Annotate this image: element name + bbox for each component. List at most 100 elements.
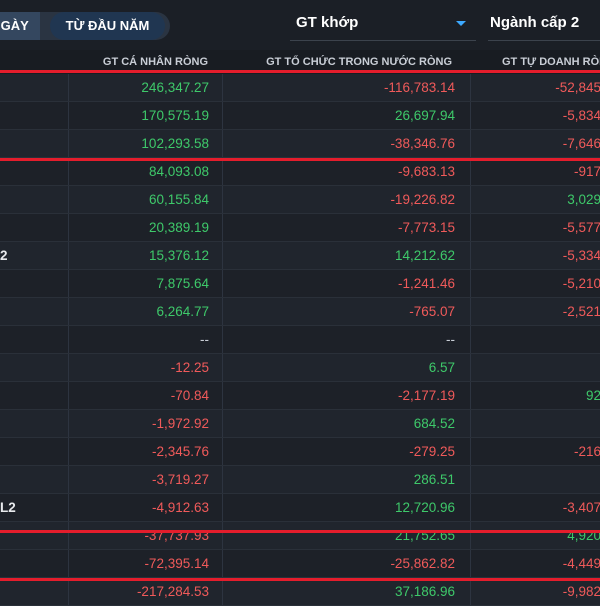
table-row[interactable]: -70.84 -2,177.19 92: [0, 382, 600, 410]
proprietary-net-value: -7,646: [470, 130, 600, 157]
proprietary-net-value: [470, 466, 600, 493]
header-institution[interactable]: GT TỔ CHỨC TRONG NƯỚC RÒNG: [266, 56, 452, 68]
institution-net-value: -19,226.82: [222, 186, 455, 213]
row-label: [0, 270, 60, 297]
period-segmented-control: NGÀY TỪ ĐẦU NĂM: [0, 12, 170, 40]
table-row[interactable]: 60,155.84 -19,226.82 3,029: [0, 186, 600, 214]
proprietary-net-value: -5,334: [470, 242, 600, 269]
proprietary-net-value: [470, 410, 600, 437]
individual-net-value: -2,345.76: [68, 438, 209, 465]
individual-net-value: 170,575.19: [68, 102, 209, 129]
individual-net-value: --: [68, 326, 209, 353]
table-row[interactable]: 246,347.27 -116,783.14 -52,845: [0, 74, 600, 102]
individual-net-value: -3,719.27: [68, 466, 209, 493]
row-label: [0, 578, 60, 605]
individual-net-value: 84,093.08: [68, 158, 209, 185]
institution-net-value: 14,212.62: [222, 242, 455, 269]
row-label: [0, 550, 60, 577]
chevron-down-icon: [456, 21, 466, 26]
row-label: [0, 466, 60, 493]
institution-net-value: -116,783.14: [222, 74, 455, 101]
institution-net-value: 21,752.65: [222, 522, 455, 549]
row-label: [0, 74, 60, 101]
row-label: 2: [0, 248, 8, 263]
institution-net-value: 37,186.96: [222, 578, 455, 605]
row-label: [0, 410, 60, 437]
row-label: [0, 354, 60, 381]
individual-net-value: 15,376.12: [68, 242, 209, 269]
institution-net-value: -765.07: [222, 298, 455, 325]
individual-net-value: -1,972.92: [68, 410, 209, 437]
proprietary-net-value: 92: [470, 382, 600, 409]
institution-net-value: -25,862.82: [222, 550, 455, 577]
table-row[interactable]: 84,093.08 -9,683.13 -917: [0, 158, 600, 186]
table-row[interactable]: -2,345.76 -279.25 -216: [0, 438, 600, 466]
row-label: [0, 130, 60, 157]
proprietary-net-value: 4,920: [470, 522, 600, 549]
proprietary-net-value: -2,521: [470, 298, 600, 325]
table-row[interactable]: -1,972.92 684.52: [0, 410, 600, 438]
proprietary-net-value: -3,407: [470, 494, 600, 521]
row-label: [0, 298, 60, 325]
tab-year-to-date[interactable]: TỪ ĐẦU NĂM: [50, 12, 165, 40]
institution-net-value: 26,697.94: [222, 102, 455, 129]
individual-net-value: 6,264.77: [68, 298, 209, 325]
individual-net-value: 7,875.64: [68, 270, 209, 297]
table-row[interactable]: L2 -4,912.63 12,720.96 -3,407: [0, 494, 600, 522]
value-type-dropdown[interactable]: GT khớp: [290, 6, 476, 41]
table-row[interactable]: -72,395.14 -25,862.82 -4,449: [0, 550, 600, 578]
institution-net-value: -279.25: [222, 438, 455, 465]
institution-net-value: -38,346.76: [222, 130, 455, 157]
institution-net-value: -2,177.19: [222, 382, 455, 409]
highlight-line-lower: [0, 530, 600, 533]
header-proprietary[interactable]: GT TỰ DOANH RÒNG: [502, 56, 600, 68]
proprietary-net-value: -9,982: [470, 578, 600, 605]
proprietary-net-value: -5,210: [470, 270, 600, 297]
row-label: [0, 326, 60, 353]
row-label: [0, 438, 60, 465]
proprietary-net-value: -917: [470, 158, 600, 185]
highlight-line-upper: [0, 158, 600, 161]
institution-net-value: --: [222, 326, 455, 353]
individual-net-value: -37,737.93: [68, 522, 209, 549]
row-label: [0, 158, 60, 185]
table-row[interactable]: -12.25 6.57: [0, 354, 600, 382]
institution-net-value: 286.51: [222, 466, 455, 493]
proprietary-net-value: 3,029: [470, 186, 600, 213]
row-label: [0, 522, 60, 549]
institution-net-value: -1,241.46: [222, 270, 455, 297]
proprietary-net-value: -5,834: [470, 102, 600, 129]
proprietary-net-value: -4,449: [470, 550, 600, 577]
table-row[interactable]: -3,719.27 286.51: [0, 466, 600, 494]
proprietary-net-value: [470, 354, 600, 381]
individual-net-value: 20,389.19: [68, 214, 209, 241]
institution-net-value: 12,720.96: [222, 494, 455, 521]
row-label: [0, 102, 60, 129]
row-label: [0, 382, 60, 409]
table-row[interactable]: 20,389.19 -7,773.15 -5,577: [0, 214, 600, 242]
row-label: L2: [0, 500, 16, 515]
table-row[interactable]: 170,575.19 26,697.94 -5,834: [0, 102, 600, 130]
institution-net-value: -9,683.13: [222, 158, 455, 185]
table-row[interactable]: 7,875.64 -1,241.46 -5,210: [0, 270, 600, 298]
proprietary-net-value: -52,845: [470, 74, 600, 101]
highlight-line-top: [0, 70, 600, 73]
table-row[interactable]: 6,264.77 -765.07 -2,521: [0, 298, 600, 326]
individual-net-value: 102,293.58: [68, 130, 209, 157]
proprietary-net-value: -216: [470, 438, 600, 465]
tab-day[interactable]: NGÀY: [0, 12, 40, 40]
individual-net-value: -72,395.14: [68, 550, 209, 577]
row-label: [0, 186, 60, 213]
industry-level-dropdown[interactable]: Ngành cấp 2: [488, 6, 600, 41]
table-row[interactable]: -217,284.53 37,186.96 -9,982: [0, 578, 600, 606]
individual-net-value: -70.84: [68, 382, 209, 409]
top-toolbar: NGÀY TỪ ĐẦU NĂM GT khớp Ngành cấp 2: [0, 0, 600, 50]
table-row[interactable]: -37,737.93 21,752.65 4,920: [0, 522, 600, 550]
header-individual[interactable]: GT CÁ NHÂN RÒNG: [102, 56, 208, 68]
table-row[interactable]: 102,293.58 -38,346.76 -7,646: [0, 130, 600, 158]
individual-net-value: 246,347.27: [68, 74, 209, 101]
table-row[interactable]: 2 15,376.12 14,212.62 -5,334: [0, 242, 600, 270]
table-row[interactable]: -- --: [0, 326, 600, 354]
highlight-line-bottom: [0, 578, 600, 581]
data-table: 246,347.27 -116,783.14 -52,845 170,575.19 26…: [0, 74, 600, 606]
